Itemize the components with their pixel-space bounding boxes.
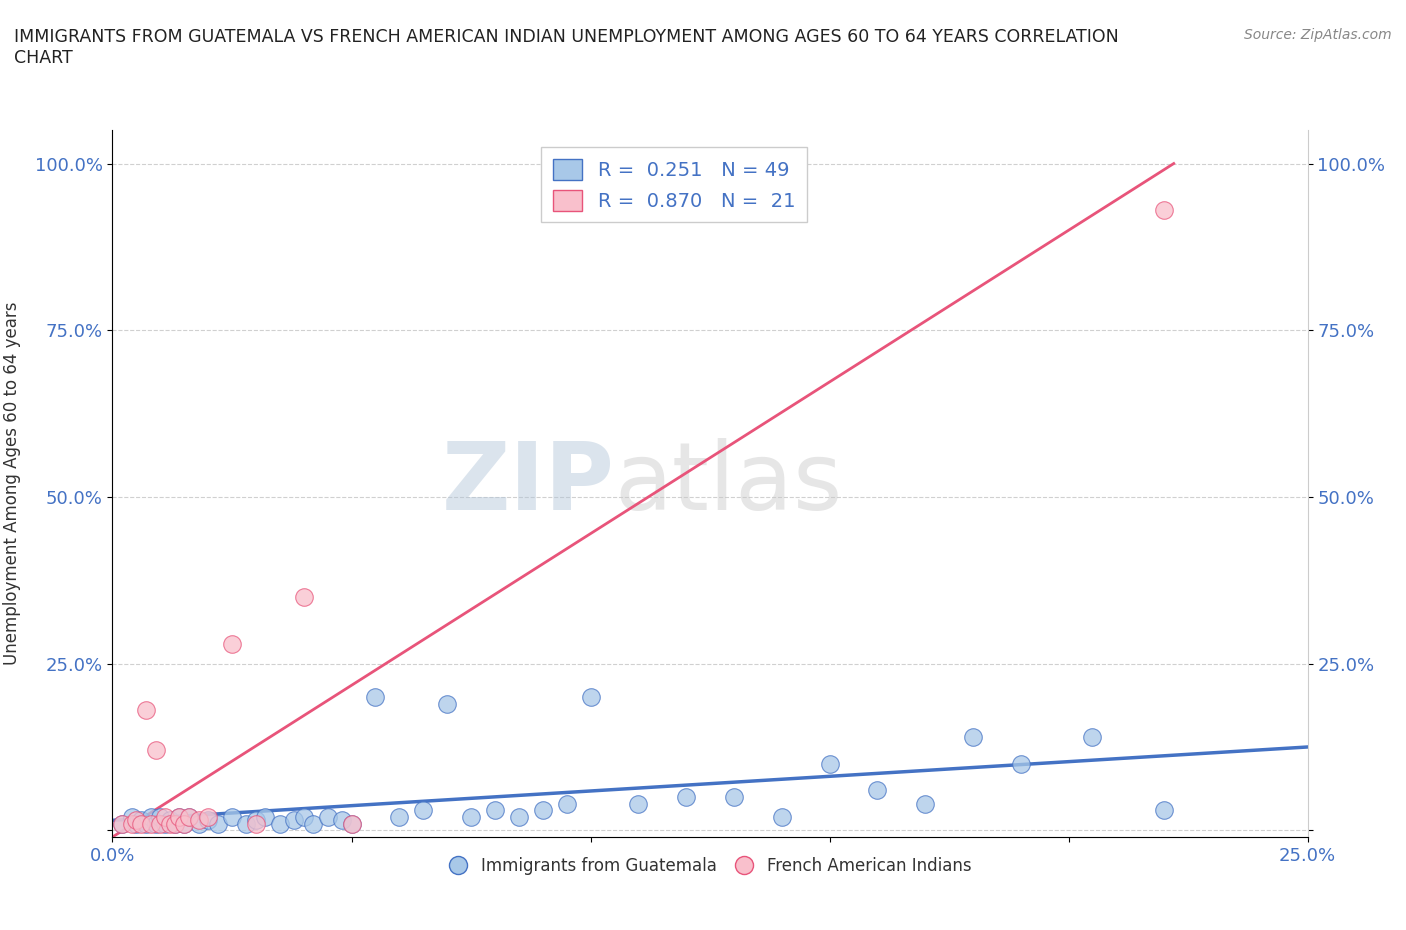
- Point: [1010, 756, 1032, 771]
- Point: [125, 813, 148, 828]
- Point: [153, 817, 176, 831]
- Point: [187, 817, 209, 831]
- Point: [129, 817, 152, 831]
- Point: [484, 803, 506, 817]
- Point: [555, 796, 578, 811]
- Point: [125, 817, 148, 831]
- Point: [135, 703, 157, 718]
- Point: [364, 689, 387, 704]
- Point: [163, 817, 186, 831]
- Point: [866, 783, 889, 798]
- Point: [292, 809, 315, 824]
- Point: [207, 817, 229, 831]
- Point: [508, 809, 530, 824]
- Point: [139, 809, 162, 824]
- Point: [436, 697, 458, 711]
- Point: [292, 590, 315, 604]
- Point: [254, 809, 277, 824]
- Point: [159, 813, 181, 828]
- Point: [121, 817, 143, 831]
- Point: [145, 817, 167, 831]
- Point: [149, 817, 172, 831]
- Point: [163, 817, 186, 831]
- Point: [145, 743, 167, 758]
- Point: [914, 796, 936, 811]
- Point: [197, 813, 219, 828]
- Point: [412, 803, 434, 817]
- Point: [531, 803, 554, 817]
- Point: [159, 817, 181, 831]
- Point: [169, 809, 191, 824]
- Point: [121, 809, 143, 824]
- Point: [627, 796, 650, 811]
- Text: Source: ZipAtlas.com: Source: ZipAtlas.com: [1244, 28, 1392, 42]
- Point: [169, 809, 191, 824]
- Point: [149, 809, 172, 824]
- Point: [177, 809, 200, 824]
- Point: [173, 817, 195, 831]
- Text: IMMIGRANTS FROM GUATEMALA VS FRENCH AMERICAN INDIAN UNEMPLOYMENT AMONG AGES 60 T: IMMIGRANTS FROM GUATEMALA VS FRENCH AMER…: [14, 28, 1119, 67]
- Point: [1153, 203, 1175, 218]
- Point: [197, 809, 219, 824]
- Point: [153, 809, 176, 824]
- Text: atlas: atlas: [614, 438, 842, 529]
- Point: [770, 809, 793, 824]
- Point: [187, 813, 209, 828]
- Point: [173, 817, 195, 831]
- Point: [111, 817, 134, 831]
- Point: [135, 817, 157, 831]
- Point: [316, 809, 339, 824]
- Point: [818, 756, 841, 771]
- Point: [388, 809, 411, 824]
- Point: [330, 813, 353, 828]
- Point: [221, 636, 243, 651]
- Point: [579, 689, 602, 704]
- Point: [1081, 729, 1104, 744]
- Point: [283, 813, 305, 828]
- Point: [302, 817, 325, 831]
- Point: [245, 817, 267, 831]
- Text: ZIP: ZIP: [441, 438, 614, 529]
- Point: [177, 809, 200, 824]
- Point: [460, 809, 482, 824]
- Y-axis label: Unemployment Among Ages 60 to 64 years: Unemployment Among Ages 60 to 64 years: [3, 302, 21, 665]
- Point: [340, 817, 363, 831]
- Point: [269, 817, 291, 831]
- Point: [235, 817, 257, 831]
- Point: [245, 813, 267, 828]
- Point: [129, 813, 152, 828]
- Point: [723, 790, 745, 804]
- Point: [111, 817, 134, 831]
- Point: [340, 817, 363, 831]
- Point: [1153, 803, 1175, 817]
- Legend: Immigrants from Guatemala, French American Indians: Immigrants from Guatemala, French Americ…: [441, 850, 979, 882]
- Point: [675, 790, 697, 804]
- Point: [139, 817, 162, 831]
- Point: [962, 729, 984, 744]
- Point: [221, 809, 243, 824]
